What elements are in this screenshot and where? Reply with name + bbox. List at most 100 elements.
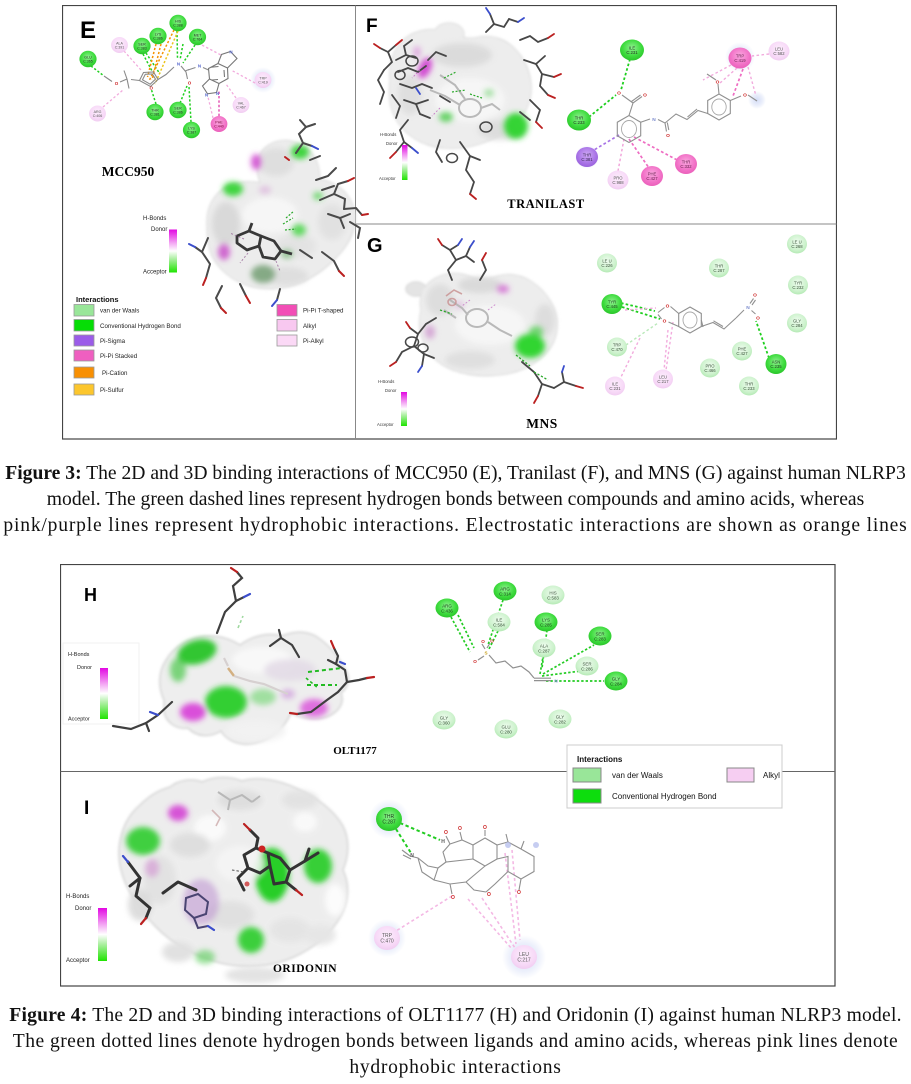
svg-text:van der Waals: van der Waals xyxy=(612,771,663,780)
svg-text:N: N xyxy=(216,91,219,96)
svg-text:O: O xyxy=(643,93,647,99)
svg-text:O: O xyxy=(188,81,192,86)
svg-text:LE UC:226: LE U C:226 xyxy=(601,259,613,269)
svg-text:H-Bonds: H-Bonds xyxy=(66,894,89,900)
svg-text:O: O xyxy=(483,825,487,831)
svg-text:O: O xyxy=(756,316,760,322)
svg-text:F: F xyxy=(366,16,378,37)
svg-text:Pi-Sulfur: Pi-Sulfur xyxy=(100,387,124,394)
svg-text:Acceptor: Acceptor xyxy=(379,176,396,181)
svg-text:O: O xyxy=(150,86,154,91)
svg-text:N: N xyxy=(229,50,232,55)
svg-text:Interactions: Interactions xyxy=(76,295,119,304)
svg-text:I: I xyxy=(84,798,89,819)
svg-text:ORIDONIN: ORIDONIN xyxy=(273,963,337,975)
svg-text:N: N xyxy=(554,679,558,684)
svg-text:Donor: Donor xyxy=(151,227,167,233)
svg-text:Alkyl: Alkyl xyxy=(303,323,316,330)
svg-text:O: O xyxy=(458,826,462,832)
svg-text:O: O xyxy=(716,80,720,86)
svg-text:OLT1177: OLT1177 xyxy=(333,745,377,757)
svg-text:MNS: MNS xyxy=(526,416,558,431)
svg-text:O: O xyxy=(473,659,477,664)
svg-text:Pi-Pi T-shaped: Pi-Pi T-shaped xyxy=(303,308,344,315)
svg-text:N: N xyxy=(652,117,656,123)
svg-text:O: O xyxy=(115,81,119,86)
svg-text:Pi-Sigma: Pi-Sigma xyxy=(100,338,126,345)
svg-text:N: N xyxy=(746,305,750,311)
svg-text:Conventional Hydrogen Bond: Conventional Hydrogen Bond xyxy=(612,792,717,801)
svg-text:Interactions: Interactions xyxy=(577,755,623,764)
svg-text:O: O xyxy=(444,830,448,836)
svg-text:N: N xyxy=(410,853,414,859)
svg-text:N: N xyxy=(177,62,180,67)
svg-text:van der Waals: van der Waals xyxy=(100,308,139,315)
svg-text:Pi-Cation: Pi-Cation xyxy=(102,370,128,377)
svg-text:TRANILAST: TRANILAST xyxy=(507,197,585,211)
svg-text:Acceptor: Acceptor xyxy=(143,270,167,276)
svg-text:S: S xyxy=(484,651,487,656)
svg-text:O: O xyxy=(753,293,757,299)
svg-text:H-Bonds: H-Bonds xyxy=(68,652,90,658)
svg-text:O: O xyxy=(517,890,521,896)
svg-text:Pi-Pi Stacked: Pi-Pi Stacked xyxy=(100,353,138,360)
svg-text:H: H xyxy=(441,839,445,845)
svg-text:Donor: Donor xyxy=(77,665,92,671)
svg-text:G: G xyxy=(367,235,383,257)
svg-text:Acceptor: Acceptor xyxy=(66,958,90,964)
svg-text:H-Bonds: H-Bonds xyxy=(380,132,396,137)
svg-text:LE UC:268: LE U C:268 xyxy=(791,240,803,250)
svg-text:N: N xyxy=(198,64,201,69)
svg-text:O: O xyxy=(451,895,455,901)
svg-text:O: O xyxy=(666,304,670,310)
svg-text:O: O xyxy=(663,319,667,325)
svg-text:Conventional Hydrogen Bond: Conventional Hydrogen Bond xyxy=(100,323,181,330)
svg-text:Acceptor: Acceptor xyxy=(377,422,394,427)
svg-text:H-Bonds: H-Bonds xyxy=(378,379,394,384)
svg-text:Donor: Donor xyxy=(75,906,91,912)
svg-text:Alkyl: Alkyl xyxy=(763,771,780,780)
svg-text:O: O xyxy=(666,133,670,139)
svg-text:O: O xyxy=(481,639,485,644)
svg-text:O: O xyxy=(617,91,621,97)
